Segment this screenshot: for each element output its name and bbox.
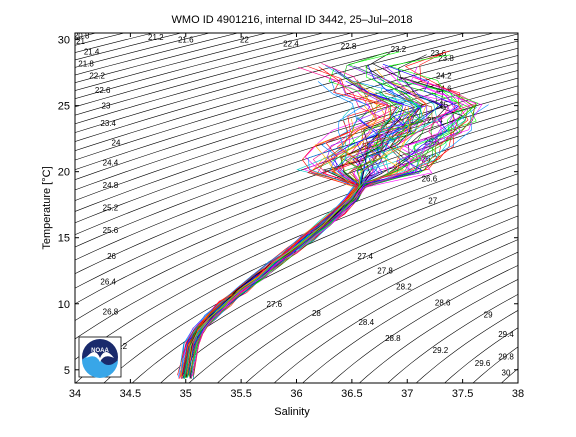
contour-label: 29.4: [498, 330, 514, 339]
contour-label: 26.4: [100, 277, 116, 286]
profile-line: [186, 63, 388, 376]
contour-label: 23: [102, 102, 111, 111]
density-contour-line: [220, 13, 576, 409]
contour-label: 26.8: [103, 308, 119, 317]
logo-text: NOAA: [91, 348, 109, 354]
contour-label: 29.8: [498, 353, 514, 362]
profile-line: [189, 91, 458, 376]
noaa-logo: NOAA: [79, 337, 121, 378]
x-tick-label: 37.5: [452, 388, 473, 400]
profile-line: [182, 94, 386, 376]
x-tick-label: 35: [180, 388, 192, 400]
contour-label: 27.8: [377, 267, 393, 276]
profile-line: [186, 65, 400, 376]
profile-line: [185, 82, 423, 376]
y-tick-label: 20: [58, 167, 70, 179]
x-tick-label: 34.5: [120, 388, 141, 400]
contour-label: 28: [312, 309, 321, 318]
ts-profiles: [177, 51, 488, 379]
profile-line: [182, 79, 377, 379]
contour-label: 28.2: [396, 283, 412, 292]
density-contour-line: [504, 13, 576, 409]
contour-label: 28.4: [358, 318, 374, 327]
profile-line: [181, 69, 402, 375]
contour-label: 23.4: [100, 119, 116, 128]
x-tick-label: 38: [512, 388, 524, 400]
contour-label: 25.2: [103, 203, 119, 212]
contour-label: 22.8: [341, 42, 357, 51]
contour-label: 27.4: [357, 252, 373, 261]
profile-line: [191, 80, 476, 379]
profile-line: [189, 94, 461, 376]
x-tick-label: 35.5: [230, 388, 251, 400]
x-tick-label: 36.5: [341, 388, 362, 400]
y-tick-label: 15: [58, 233, 70, 245]
contour-label: 21.2: [148, 33, 164, 42]
density-contour-line: [447, 13, 576, 409]
x-tick-label: 36: [290, 388, 302, 400]
density-contour-line: [277, 13, 576, 409]
x-axis-label: Salinity: [274, 406, 310, 418]
contour-label: 29.2: [433, 346, 449, 355]
contour-label: 24.4: [103, 158, 119, 167]
contour-label: 29: [484, 310, 493, 319]
contour-label: 27.6: [267, 300, 283, 309]
contour-label: 22.6: [95, 86, 111, 95]
profile-line: [182, 67, 385, 377]
profile-line: [181, 106, 357, 376]
chart-title: WMO ID 4901216, internal ID 3442, 25–Jul…: [172, 14, 413, 26]
contour-label: 24.2: [436, 71, 452, 80]
density-contour-line: [390, 13, 576, 409]
density-contour-line: [362, 13, 576, 409]
contour-label: 29.6: [475, 359, 491, 368]
contour-label: 27: [428, 197, 437, 206]
contour-label: 26.6: [422, 174, 438, 183]
profile-line: [185, 52, 422, 379]
contour-label: 22.2: [89, 71, 105, 80]
x-axis: 34 34.5 35 35.5 36 36.5 37 37.5 38: [69, 33, 524, 400]
y-tick-label: 25: [58, 101, 70, 113]
profile-line: [181, 93, 390, 379]
contour-label: 24: [112, 139, 121, 148]
profile-line: [189, 68, 426, 377]
profile-line: [181, 66, 397, 377]
density-contour-line: [476, 13, 576, 409]
profile-line: [184, 107, 397, 375]
x-tick-label: 34: [69, 388, 81, 400]
contour-label: 21: [76, 37, 85, 46]
contour-label: 24.8: [103, 181, 119, 190]
contour-label: 30: [502, 368, 511, 377]
density-contour-line: [532, 13, 576, 409]
contour-label: 28.8: [385, 334, 401, 343]
density-contour-line: [561, 13, 576, 409]
contour-label: 26: [107, 252, 116, 261]
contour-label: 23.2: [391, 45, 407, 54]
y-tick-label: 30: [58, 35, 70, 47]
contour-label: 25.6: [103, 226, 119, 235]
contour-label: 21.4: [84, 47, 100, 56]
density-contour-line: [50, 13, 576, 409]
x-tick-label: 37: [401, 388, 413, 400]
y-tick-label: 5: [64, 365, 70, 377]
y-tick-label: 10: [58, 299, 70, 311]
profile-line: [184, 92, 416, 378]
contour-label: 22.4: [283, 40, 299, 49]
y-axis-label: Temperature [°C]: [41, 166, 53, 249]
profile-line: [178, 79, 366, 378]
profile-line: [193, 107, 476, 379]
contour-label: 28.6: [435, 298, 451, 307]
contour-label: 21.8: [78, 59, 94, 68]
